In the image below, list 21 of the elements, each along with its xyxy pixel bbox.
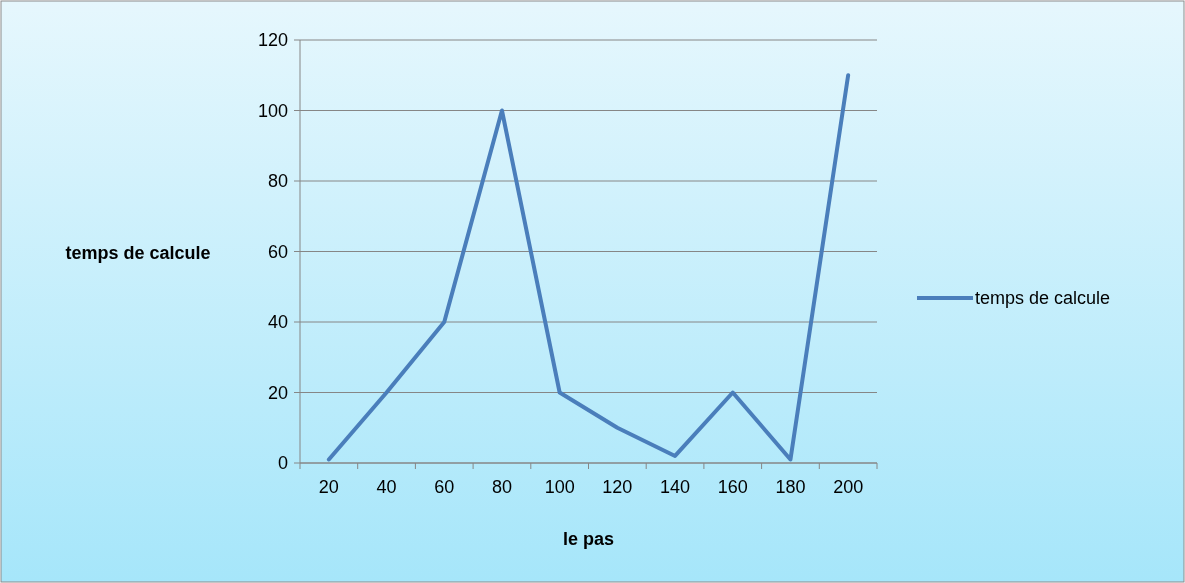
- y-tick-label: 40: [267, 312, 288, 333]
- y-tick-label: 20: [267, 382, 288, 403]
- x-tick-label: 80: [491, 477, 512, 497]
- x-tick-label: 120: [602, 477, 633, 497]
- y-axis-title: temps de calcule: [65, 243, 211, 263]
- x-tick-label: 60: [434, 477, 455, 497]
- x-tick-label: 180: [775, 477, 806, 497]
- x-tick-label: 200: [833, 477, 864, 497]
- x-tick-label: 160: [717, 477, 748, 497]
- line-series: [326, 73, 851, 462]
- x-tick-label: 20: [318, 477, 339, 497]
- y-tick-label: 100: [257, 100, 288, 121]
- legend-label: temps de calcule: [975, 288, 1111, 309]
- x-tick-label: 100: [544, 477, 575, 497]
- y-tick-label: 0: [277, 453, 288, 474]
- y-tick-label: 60: [267, 241, 288, 262]
- x-tick-label: 140: [660, 477, 691, 497]
- x-axis-title: le pas: [562, 529, 615, 549]
- y-tick-label: 120: [257, 30, 288, 51]
- x-tick-label: 40: [376, 477, 397, 497]
- y-tick-label: 80: [267, 171, 288, 192]
